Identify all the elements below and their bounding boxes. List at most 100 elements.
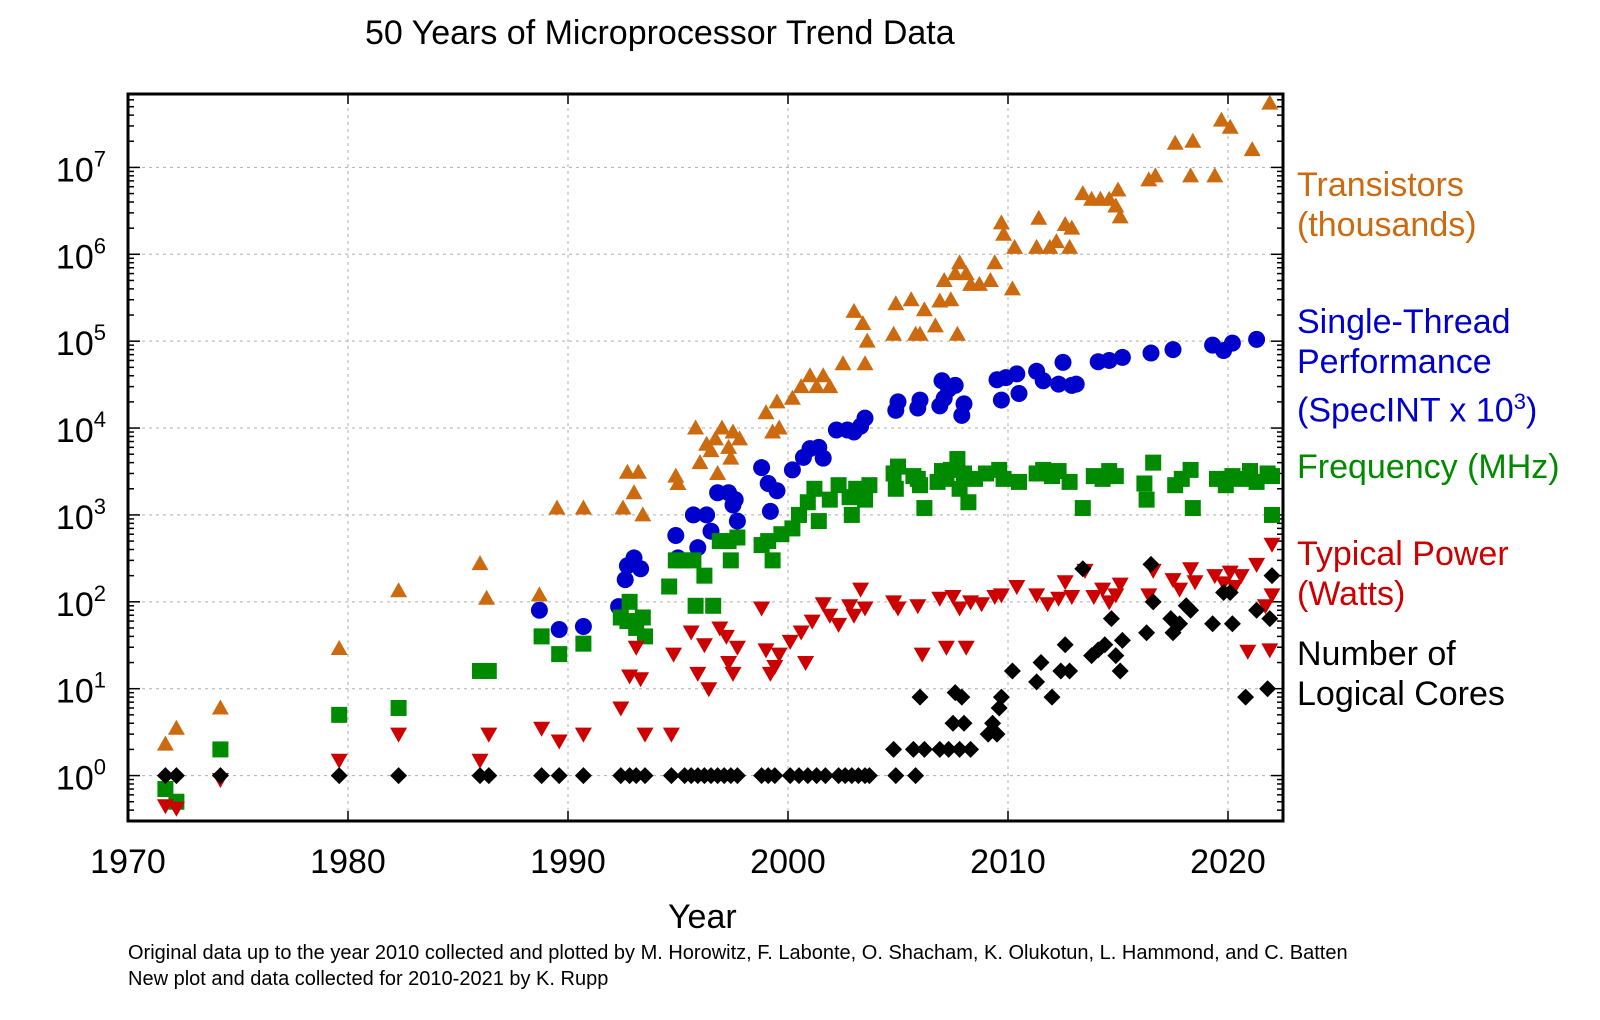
series-label-line: Frequency (MHz)	[1297, 448, 1560, 486]
cores-point	[904, 740, 922, 758]
power-point	[1226, 580, 1244, 596]
transistors-point	[946, 265, 964, 281]
frequency-point	[978, 465, 994, 482]
power-point	[792, 625, 810, 641]
power-point	[480, 727, 498, 743]
power-point	[1111, 577, 1129, 593]
transistors-point	[548, 499, 566, 515]
power-point	[665, 647, 683, 663]
transistors-point	[478, 589, 496, 605]
frequency-point	[830, 477, 847, 494]
performance-point	[955, 395, 973, 413]
power-point	[695, 638, 713, 654]
transistors-point	[713, 419, 731, 435]
frequency-point	[390, 699, 407, 716]
power-point	[1256, 599, 1274, 615]
transistors-point	[731, 430, 749, 446]
transistors-point	[530, 586, 548, 602]
transistors-point	[764, 423, 782, 439]
power-point	[937, 640, 955, 656]
transistors-point	[1063, 219, 1081, 235]
transistors-point	[995, 225, 1013, 241]
x-tick-label: 1980	[310, 843, 386, 881]
transistors-point	[801, 367, 819, 383]
cores-point	[931, 740, 949, 758]
performance-point	[1142, 344, 1160, 362]
x-tick-label: 1970	[90, 843, 166, 881]
power-point	[1186, 575, 1204, 591]
power-point	[931, 591, 949, 607]
power-point	[797, 656, 815, 672]
transistors-point	[792, 378, 810, 394]
transistors-point	[709, 464, 727, 480]
power-point	[803, 614, 821, 630]
performance-point	[550, 621, 568, 639]
power-point	[821, 608, 839, 624]
transistors-point	[720, 438, 738, 454]
cores-point	[992, 688, 1010, 706]
frequency-point	[887, 480, 904, 497]
frequency-point	[575, 635, 592, 652]
cores-point	[766, 767, 784, 785]
frequency-point	[995, 470, 1012, 487]
power-point	[636, 727, 654, 743]
chart-title: 50 Years of Microprocessor Trend Data	[365, 14, 955, 52]
transistors-point	[887, 295, 905, 311]
power-point	[1085, 590, 1103, 606]
transistors-point	[330, 640, 348, 656]
transistors-point	[845, 302, 863, 318]
cores-point	[1061, 662, 1079, 680]
axis-tick-labels: 1970 1980 1990 2000 2010 2020 100 101 102 103 104 1…	[56, 146, 1266, 881]
cores-point	[944, 714, 962, 732]
transistors-point	[856, 355, 874, 371]
power-point	[856, 601, 874, 617]
performance-point	[1164, 341, 1182, 359]
power-point	[711, 621, 729, 637]
x-axis-label: Year	[668, 898, 737, 936]
power-point	[814, 597, 832, 613]
performance-point	[783, 461, 801, 479]
performance-point	[728, 512, 746, 530]
series-label-line: (Watts)	[1297, 575, 1406, 613]
x-tick-label: 2000	[750, 843, 826, 881]
x-tick-label: 1990	[530, 843, 606, 881]
power-point	[167, 801, 185, 817]
transistors-point	[783, 389, 801, 405]
cores-point	[990, 699, 1008, 717]
frequency-point	[533, 628, 550, 645]
frequency-point	[551, 646, 568, 663]
frequency-point	[637, 628, 653, 645]
series-label-transistors: Transistors (thousands)	[1297, 165, 1477, 245]
performance-point	[1248, 330, 1266, 348]
power-point	[951, 601, 969, 617]
transistors-point	[625, 484, 643, 500]
power-point	[957, 640, 975, 656]
transistors-point	[1109, 181, 1127, 197]
cores-point	[1138, 624, 1156, 642]
frequency-point	[722, 552, 739, 569]
frequency-point	[1136, 475, 1153, 492]
transistors-point	[691, 454, 709, 470]
frequency-point	[764, 552, 781, 569]
power-point	[550, 734, 568, 750]
transistors-point	[858, 332, 876, 348]
transistors-point	[808, 378, 826, 394]
frequency-point	[916, 500, 933, 517]
frequency-point	[1182, 461, 1199, 478]
y-tick-label: 104	[56, 407, 106, 450]
cores-point	[1107, 647, 1125, 665]
frequency-point	[799, 494, 816, 511]
cores-point	[533, 767, 551, 785]
cores-point	[1142, 555, 1160, 573]
performance-point	[1113, 348, 1131, 366]
frequency-point	[634, 609, 651, 626]
cores-point	[1096, 636, 1114, 654]
transistors-point	[1221, 118, 1239, 134]
cores-point	[390, 767, 408, 785]
frequency-point	[760, 533, 777, 550]
performance-point	[753, 459, 771, 477]
frequency-point	[1061, 473, 1078, 490]
frequency-point	[912, 477, 928, 494]
frequency-point	[705, 597, 722, 614]
transistors-point	[948, 325, 966, 341]
